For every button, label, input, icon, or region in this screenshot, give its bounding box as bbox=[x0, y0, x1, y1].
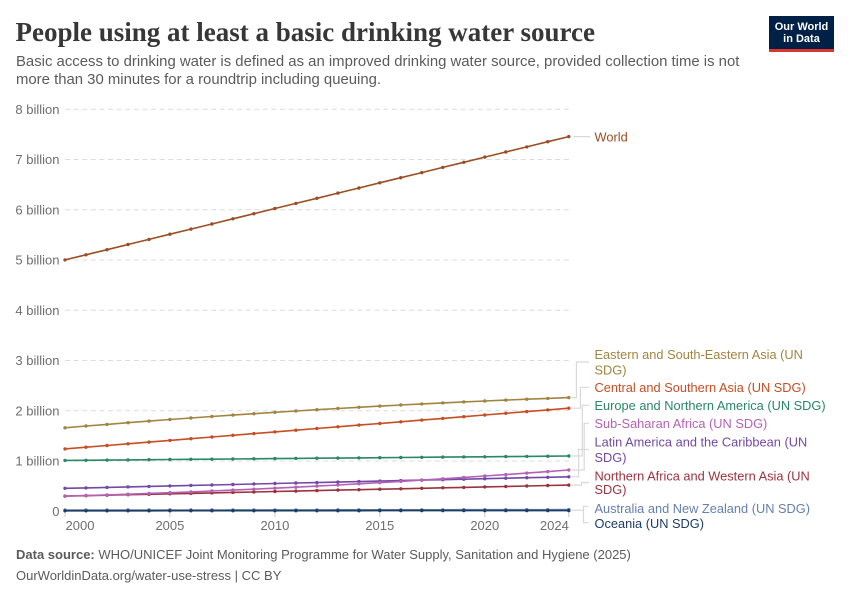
svg-text:4 billion: 4 billion bbox=[15, 303, 59, 318]
svg-text:SDG): SDG) bbox=[595, 482, 627, 497]
svg-text:5 billion: 5 billion bbox=[15, 253, 59, 268]
svg-text:2015: 2015 bbox=[365, 518, 394, 533]
svg-text:SDG): SDG) bbox=[595, 450, 627, 465]
svg-text:0: 0 bbox=[52, 504, 59, 519]
svg-text:2000: 2000 bbox=[66, 518, 95, 533]
svg-text:SDG): SDG) bbox=[595, 363, 627, 378]
svg-text:6 billion: 6 billion bbox=[15, 202, 59, 217]
svg-text:7 billion: 7 billion bbox=[15, 152, 59, 167]
svg-text:2020: 2020 bbox=[470, 518, 499, 533]
svg-text:Sub-Saharan Africa (UN SDG): Sub-Saharan Africa (UN SDG) bbox=[595, 416, 768, 431]
svg-text:World: World bbox=[595, 129, 628, 144]
svg-text:Central and Southern Asia (UN: Central and Southern Asia (UN SDG) bbox=[595, 380, 806, 395]
svg-text:Latin America and the Caribbea: Latin America and the Caribbean (UN bbox=[595, 435, 808, 450]
svg-text:Eastern and South-Eastern Asia: Eastern and South-Eastern Asia (UN bbox=[595, 347, 803, 362]
svg-text:Oceania (UN SDG): Oceania (UN SDG) bbox=[595, 516, 705, 531]
svg-text:Europe and Northern America (U: Europe and Northern America (UN SDG) bbox=[595, 398, 826, 413]
svg-text:3 billion: 3 billion bbox=[15, 353, 59, 368]
svg-text:2 billion: 2 billion bbox=[15, 403, 59, 418]
svg-text:Australia and New Zealand (UN: Australia and New Zealand (UN SDG) bbox=[595, 501, 811, 516]
svg-text:1 billion: 1 billion bbox=[15, 454, 59, 469]
svg-text:2024: 2024 bbox=[540, 518, 569, 533]
svg-text:2010: 2010 bbox=[260, 518, 289, 533]
svg-text:2005: 2005 bbox=[155, 518, 184, 533]
svg-text:Northern Africa and Western As: Northern Africa and Western Asia (UN bbox=[595, 468, 810, 483]
svg-text:8 billion: 8 billion bbox=[15, 102, 59, 117]
